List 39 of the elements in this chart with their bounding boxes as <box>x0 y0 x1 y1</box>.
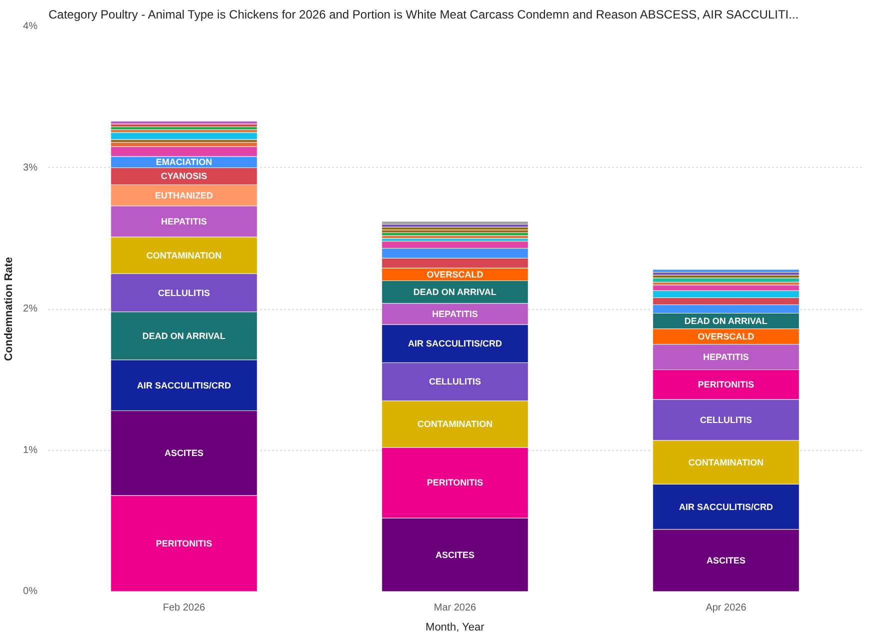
data-label: CELLULITIS <box>158 288 210 298</box>
bar <box>382 221 528 224</box>
data-label: CELLULITIS <box>429 376 481 387</box>
data-label: ASCITES <box>706 555 746 566</box>
data-label: ASCITES <box>164 448 204 458</box>
data-label: PERITONITIS <box>698 380 754 390</box>
bar <box>382 230 528 233</box>
data-label: HEPATITIS <box>161 216 207 226</box>
data-label: OVERSCALD <box>698 332 755 342</box>
data-label: AIR SACCULITIS/CRD <box>679 502 774 512</box>
x-axis-title: Month, Year <box>426 622 485 634</box>
data-label: PERITONITIS <box>426 478 484 488</box>
x-tick-label: Feb 2026 <box>162 602 206 614</box>
data-label: CONTAMINATION <box>417 419 493 430</box>
y-axis-title: Condemnation Rate <box>3 257 16 361</box>
data-label: EUTHANIZED <box>155 190 214 200</box>
y-tick-label: 0% <box>23 586 38 597</box>
data-label: DEAD ON ARRIVAL <box>413 287 497 298</box>
y-tick-label: 2% <box>23 304 38 314</box>
y-tick-label: 4% <box>23 21 38 32</box>
data-label: CONTAMINATION <box>688 457 764 468</box>
data-label: CELLULITIS <box>700 414 752 425</box>
data-label: HEPATITIS <box>703 352 749 362</box>
data-label: CYANOSIS <box>160 171 208 182</box>
y-tick-label: 1% <box>23 444 38 456</box>
x-tick-label: Mar 2026 <box>434 602 477 614</box>
data-label: AIR SACCULITIS/CRD <box>137 380 232 390</box>
y-tick-label: 3% <box>23 162 38 174</box>
data-label: AIR SACCULITIS/CRD <box>408 338 502 349</box>
data-label: ASCITES <box>435 550 475 560</box>
x-tick-label: Apr 2026 <box>706 602 747 614</box>
data-label: OVERSCALD <box>426 269 484 280</box>
data-label: DEAD ON ARRIVAL <box>142 330 226 341</box>
data-label: HEPATITIS <box>432 308 478 319</box>
data-label: PERITONITIS <box>156 538 212 548</box>
data-label: EMACIATION <box>156 157 212 168</box>
data-label: CONTAMINATION <box>146 250 222 260</box>
chart-title: Category Poultry - Animal Type is Chickens for 2026 and Portion is White Meat Carcass Condemn and Reason ABSCESS, AIR SACCULITI... <box>48 8 799 22</box>
data-label: DEAD ON ARRIVAL <box>684 316 768 326</box>
